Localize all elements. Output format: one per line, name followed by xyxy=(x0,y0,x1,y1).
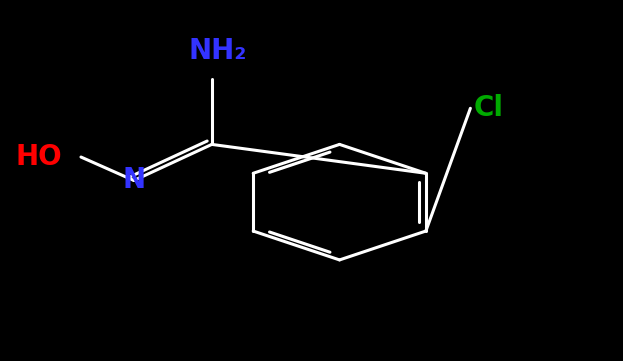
Text: HO: HO xyxy=(16,143,62,171)
Text: Cl: Cl xyxy=(473,94,503,122)
Text: NH₂: NH₂ xyxy=(189,37,247,65)
Text: N: N xyxy=(122,166,146,195)
